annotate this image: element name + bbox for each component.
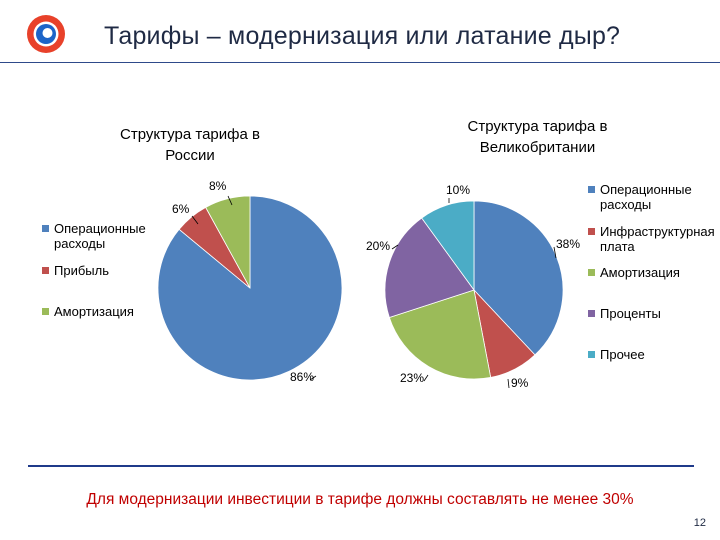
- leader-line: [227, 195, 233, 206]
- data-label: 38%: [556, 237, 580, 251]
- legend-swatch: [588, 310, 595, 317]
- chart-title-russia: Структура тарифа в России: [120, 126, 260, 164]
- legend-swatch: [42, 308, 49, 315]
- page-number: 12: [693, 517, 706, 529]
- legend-swatch: [588, 186, 595, 193]
- data-label: 10%: [446, 183, 470, 197]
- data-label: 6%: [172, 202, 190, 216]
- slide-title: Тарифы – модернизация или латание дыр?: [104, 22, 621, 50]
- legend-label: Прочее: [600, 347, 645, 362]
- legend-swatch: [588, 269, 595, 276]
- data-label: 8%: [209, 179, 227, 193]
- legend-swatch: [42, 267, 49, 274]
- legend-label: Операционные расходы: [54, 221, 146, 251]
- legend-label: Амортизация: [600, 265, 680, 280]
- pie-slice: [473, 200, 564, 356]
- legend-swatch: [588, 351, 595, 358]
- legend-label: Проценты: [600, 306, 661, 321]
- company-logo-icon: [27, 15, 65, 53]
- legend-swatch: [588, 228, 595, 235]
- data-label: 9%: [511, 376, 529, 390]
- pie-slice: [157, 195, 343, 381]
- pie-slice: [205, 195, 251, 289]
- legend-label: Инфраструктурная плата: [600, 224, 715, 254]
- pie-slice: [421, 200, 475, 292]
- pie-slice: [388, 289, 492, 380]
- legend-label: Прибыль: [54, 263, 109, 278]
- data-label: 23%: [400, 371, 424, 385]
- data-label: 20%: [366, 239, 390, 253]
- leader-line: [309, 375, 317, 381]
- leader-line: [423, 374, 429, 382]
- title-divider: [0, 62, 720, 63]
- chart-title-uk: Структура тарифа в Великобритании: [467, 118, 608, 156]
- data-label: 86%: [290, 370, 314, 384]
- leader-line: [191, 215, 199, 225]
- footer-note: Для модернизации инвестиции в тарифе дол…: [86, 491, 634, 508]
- legend-label: Амортизация: [54, 304, 134, 319]
- footer-divider: [28, 465, 694, 467]
- leader-line: [391, 244, 399, 250]
- legend-swatch: [42, 225, 49, 232]
- leader-line: [553, 246, 557, 259]
- legend-label: Операционные расходы: [600, 182, 692, 212]
- pie-slice: [384, 217, 475, 319]
- leader-line: [507, 378, 510, 389]
